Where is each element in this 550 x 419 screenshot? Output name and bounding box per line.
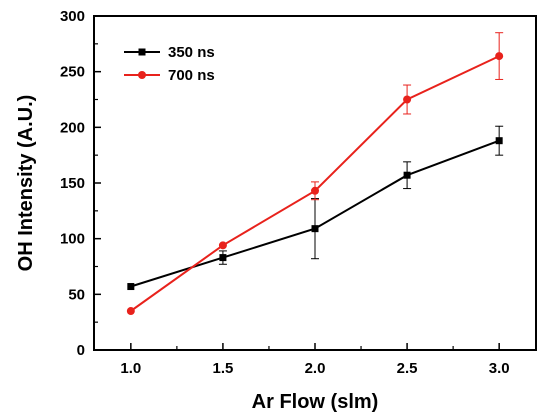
data-point (126, 307, 135, 316)
y-tick-label: 200 (60, 119, 85, 136)
y-axis-title: OH Intensity (A.U.) (15, 95, 37, 272)
data-point (127, 283, 135, 291)
data-point (403, 171, 411, 179)
y-tick-label: 150 (60, 175, 85, 192)
y-axis-ticks: 0 50 100 150 200 250 300 (60, 8, 101, 359)
x-tick-label: 2.0 (305, 360, 326, 377)
data-point (311, 225, 319, 233)
legend-marker (138, 71, 146, 79)
data-point (495, 137, 503, 145)
legend-marker (138, 48, 146, 56)
data-point (218, 241, 227, 250)
x-tick-label: 2.5 (397, 360, 418, 377)
x-tick-label: 3.0 (489, 360, 510, 377)
data-point (219, 254, 227, 262)
y-tick-label: 100 (60, 231, 85, 248)
x-tick-label: 1.5 (212, 360, 233, 377)
data-point (311, 186, 319, 195)
y-tick-label: 300 (60, 8, 85, 25)
legend-label: 350 ns (168, 44, 215, 61)
y-tick-label: 250 (60, 64, 85, 81)
legend-item: 350 ns (124, 44, 215, 61)
y-tick-label: 50 (68, 286, 85, 303)
legend-item: 700 ns (124, 67, 215, 84)
legend: 350 ns 700 ns (124, 44, 215, 84)
data-point (495, 52, 504, 61)
x-tick-label: 1.0 (120, 360, 141, 377)
series-layer (126, 32, 504, 316)
series-2 (126, 32, 504, 316)
x-axis-ticks: 1.0 1.5 2.0 2.5 3.0 (120, 343, 510, 377)
x-axis-title: Ar Flow (slm) (252, 391, 379, 413)
legend-label: 700 ns (168, 67, 215, 84)
y-tick-label: 0 (77, 342, 85, 359)
data-point (403, 95, 412, 104)
series-1 (127, 125, 504, 291)
